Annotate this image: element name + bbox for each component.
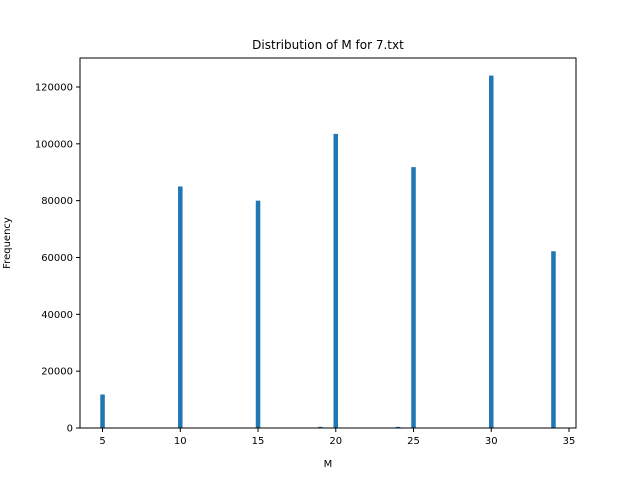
x-tick-label: 15: [252, 436, 265, 447]
y-tick-label: 100000: [35, 139, 73, 150]
x-axis-label: M: [324, 459, 333, 470]
x-axis-ticks: 5 10 15 20 25 30 35: [99, 428, 575, 447]
bar-m-10-1: [178, 186, 183, 428]
y-tick-label: 120000: [35, 82, 73, 93]
bar-m-34-8: [551, 251, 556, 428]
bar-m-30-7: [489, 75, 494, 428]
y-tick-label: 60000: [41, 253, 73, 264]
x-tick-label: 5: [99, 436, 105, 447]
bar-m-24-5: [395, 426, 401, 428]
bar-m-25-6: [411, 167, 416, 428]
x-tick-label: 20: [329, 436, 342, 447]
bar-m-19-3: [317, 426, 323, 428]
y-tick-label: 20000: [41, 367, 73, 378]
x-tick-label: 30: [485, 436, 498, 447]
plot-area: [80, 58, 576, 428]
x-tick-label: 35: [563, 436, 576, 447]
bars-group: [100, 75, 556, 428]
bar-m-5-0: [100, 394, 105, 428]
chart-title: Distribution of M for 7.txt: [252, 38, 404, 52]
y-axis-label: Frequency: [2, 217, 13, 269]
x-tick-label: 25: [407, 436, 420, 447]
y-tick-label: 80000: [41, 196, 73, 207]
y-tick-label: 40000: [41, 310, 73, 321]
y-tick-label: 0: [67, 424, 73, 435]
x-tick-label: 10: [174, 436, 187, 447]
plot-frame: [79, 57, 577, 429]
bar-m-20-4: [333, 133, 339, 428]
y-axis-ticks: 0 20000 40000 60000 80000 100000 120000: [35, 82, 80, 435]
bar-m-15-2: [255, 200, 261, 428]
